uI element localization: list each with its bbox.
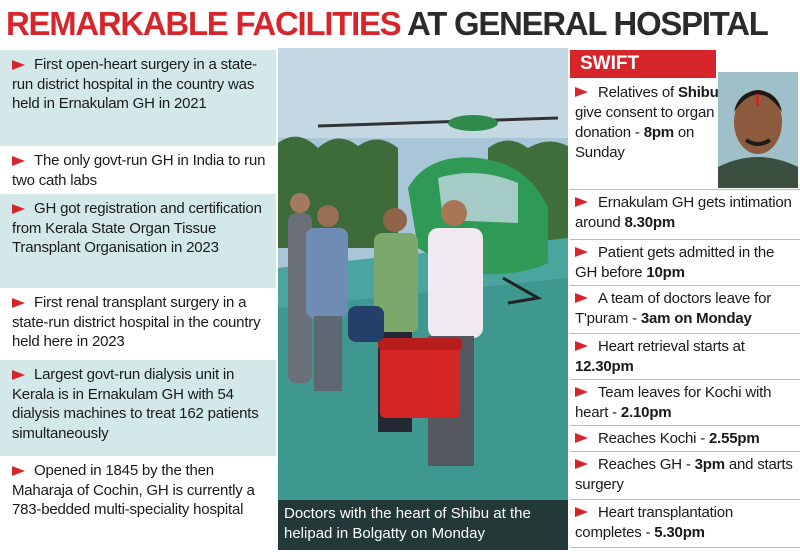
facilities-list: First open-heart surgery in a state-run …	[0, 50, 276, 550]
timeline-part: Heart transplantation completes -	[575, 504, 734, 541]
bullet-arrow	[12, 466, 25, 476]
bullet-arrow	[12, 60, 25, 70]
timeline-text: Relatives of Shibu give consent to organ…	[575, 83, 720, 163]
timeline-part: Patient gets admitted in the GH before	[575, 244, 775, 281]
timeline-text: Reaches Kochi - 2.55pm	[575, 429, 796, 449]
title-dark: AT GENERAL HOSPITAL	[407, 5, 769, 42]
bullet-arrow	[575, 387, 588, 397]
facility-text: GH got registration and certification fr…	[12, 200, 262, 256]
facility-item: GH got registration and certification fr…	[0, 194, 276, 288]
bullet-arrow	[575, 197, 588, 207]
timeline-text: A team of doctors leave for T'puram - 3a…	[575, 289, 796, 329]
bullet-arrow	[12, 156, 25, 166]
timeline-highlight: 3pm	[694, 456, 725, 473]
timeline-part: on Sunday	[575, 124, 695, 161]
timeline-highlight: 8.30pm	[624, 214, 675, 231]
facility-item: The only govt-run GH in India to run two…	[0, 146, 276, 194]
photo-caption: Doctors with the heart of Shibu at the h…	[278, 500, 568, 550]
timeline-item: Patient gets admitted in the GH before 1…	[570, 240, 800, 286]
facility-item: Largest govt-run dialysis unit in Kerala…	[0, 360, 276, 456]
timeline-text: Heart retrieval starts at 12.30pm	[575, 337, 796, 377]
timeline-part: Relatives of	[598, 84, 678, 101]
bullet-arrow	[12, 204, 25, 214]
timeline-part: Reaches GH -	[598, 456, 695, 473]
timeline-part: give consent to organ donation -	[575, 104, 715, 141]
timeline-item: Ernakulam GH gets intimation around 8.30…	[570, 190, 800, 240]
bullet-arrow	[575, 341, 588, 351]
timeline-text: Reaches GH - 3pm and starts surgery	[575, 455, 796, 495]
timeline-highlight: 10pm	[646, 264, 685, 281]
facility-text: First open-heart surgery in a state-run …	[12, 56, 257, 112]
photo	[278, 48, 568, 550]
bullet-arrow	[575, 459, 588, 469]
title-red: REMARKABLE FACILITIES	[5, 5, 402, 42]
bullet-arrow	[12, 298, 25, 308]
facility-text: The only govt-run GH in India to run two…	[12, 152, 266, 189]
timeline-part: and starts surgery	[575, 456, 793, 493]
timeline-item: Heart transplantation completes - 5.30pm	[570, 500, 800, 548]
portrait	[718, 72, 798, 188]
timeline-item: A team of doctors leave for T'puram - 3a…	[570, 286, 800, 334]
timeline-part: Reaches Kochi -	[598, 430, 710, 447]
timeline-item: Relatives of Shibu give consent to organ…	[570, 80, 800, 190]
timeline-item: Reaches Kochi - 2.55pm	[570, 426, 800, 452]
swift-action: SWIFT ACTION Relatives of Shibu give con…	[570, 50, 800, 550]
timeline-highlight: 12.30pm	[575, 358, 634, 375]
swift-action-title: SWIFT ACTION	[570, 50, 716, 102]
timeline-text: Patient gets admitted in the GH before 1…	[575, 243, 796, 283]
timeline-item: Reaches GH - 3pm and starts surgery	[570, 452, 800, 500]
timeline-part: Ernakulam GH gets intimation around	[575, 194, 792, 231]
facility-text: Opened in 1845 by the then Maharaja of C…	[12, 462, 255, 518]
swift-action-items: Relatives of Shibu give consent to organ…	[570, 80, 800, 548]
facility-text: First renal transplant surgery in a stat…	[12, 294, 261, 350]
timeline-highlight: 5.30pm	[654, 524, 705, 541]
facility-item: Opened in 1845 by the then Maharaja of C…	[0, 456, 276, 550]
timeline-part: Team leaves for Kochi with heart -	[575, 384, 772, 421]
timeline-highlight: 8pm	[643, 124, 674, 141]
timeline-highlight: 2.10pm	[620, 404, 672, 421]
bullet-arrow	[575, 507, 588, 517]
timeline-highlight: 3am on Monday	[640, 310, 752, 327]
bullet-arrow	[575, 247, 588, 257]
bullet-arrow	[12, 370, 25, 380]
timeline-item: Team leaves for Kochi with heart - 2.10p…	[570, 380, 800, 426]
timeline-item: Heart retrieval starts at 12.30pm	[570, 334, 800, 380]
timeline-part: Heart retrieval starts at	[598, 338, 745, 355]
timeline-highlight: Shibu	[677, 84, 719, 101]
timeline-text: Ernakulam GH gets intimation around 8.30…	[575, 193, 796, 233]
bullet-arrow	[575, 87, 588, 97]
timeline-text: Heart transplantation completes - 5.30pm	[575, 503, 796, 543]
timeline-highlight: 2.55pm	[709, 430, 760, 447]
facility-item: First renal transplant surgery in a stat…	[0, 288, 276, 360]
timeline-text: Team leaves for Kochi with heart - 2.10p…	[575, 383, 796, 423]
bullet-arrow	[575, 433, 588, 443]
facility-item: First open-heart surgery in a state-run …	[0, 50, 276, 146]
timeline-part: A team of doctors leave for T'puram -	[575, 290, 772, 327]
bullet-arrow	[575, 293, 588, 303]
title: REMARKABLE FACILITIES AT GENERAL HOSPITA…	[0, 0, 796, 48]
facility-text: Largest govt-run dialysis unit in Kerala…	[12, 366, 259, 442]
